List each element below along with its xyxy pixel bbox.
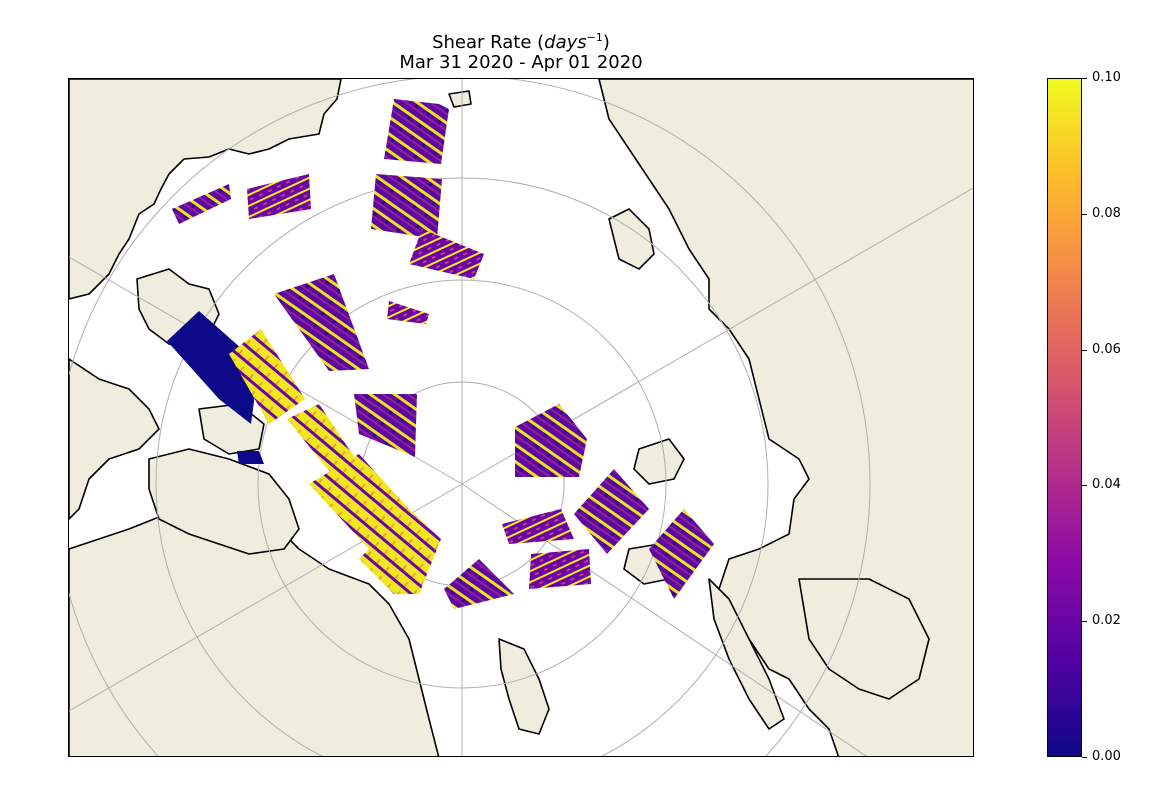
chart-title: Shear Rate (days−1): [432, 31, 610, 53]
map-panel: [68, 78, 974, 757]
swath-19: [444, 559, 514, 609]
swath-07: [387, 301, 429, 324]
landmass-alaska-siberia-north: [69, 79, 342, 300]
swath-11: [287, 404, 359, 477]
swath-14: [359, 509, 441, 594]
colorbar-tick-mark: [1082, 78, 1087, 79]
landmass-wrangel: [448, 90, 472, 108]
landmass-novaya-zemlya: [708, 578, 785, 730]
landmass-new-siberian-islands: [608, 208, 655, 270]
landmass-north-america-east: [798, 578, 930, 700]
colorbar: [1047, 78, 1082, 757]
colorbar-tick-label: 0.08: [1092, 205, 1121, 221]
swath-03: [247, 174, 311, 219]
landmass-svalbard: [498, 638, 550, 735]
swath-18: [529, 549, 591, 589]
swath-06: [274, 274, 369, 371]
swath-10: [354, 394, 417, 457]
swath-02: [172, 184, 231, 224]
chart-subtitle-date-range: Mar 31 2020 - Apr 01 2020: [399, 52, 643, 73]
colorbar-tick-label: 0.10: [1092, 70, 1121, 85]
map-canvas: [69, 79, 973, 756]
swath-04: [371, 174, 442, 239]
colorbar-tick-mark: [1082, 485, 1087, 487]
latitude-circle-70: [69, 79, 871, 756]
landmass-severnaya-zemlya: [633, 438, 685, 485]
colorbar-tick-mark: [1082, 757, 1087, 758]
colorbar-tick-label: 0.00: [1092, 749, 1121, 764]
swath-17: [649, 509, 714, 599]
colorbar-tick-mark: [1082, 213, 1087, 215]
landmass-canada-west: [69, 358, 160, 520]
swath-08: [167, 311, 259, 424]
swath-13: [309, 454, 409, 549]
colorbar-tick-mark: [1082, 621, 1087, 623]
shear-swaths: [167, 99, 714, 609]
swath-09: [229, 329, 305, 424]
swath-15: [574, 469, 649, 554]
swath-20: [237, 451, 264, 464]
colorbar-tick-mark: [1082, 349, 1087, 351]
swath-05: [409, 229, 484, 279]
colorbar-tick-label: 0.04: [1092, 477, 1121, 493]
land-layer: [69, 79, 973, 756]
swath-12: [515, 404, 587, 477]
colorbar-tick-label: 0.02: [1092, 613, 1121, 629]
landmass-baffin: [148, 448, 300, 555]
swath-01: [384, 99, 449, 164]
landmass-ellesmere: [198, 403, 265, 455]
swath-16: [502, 509, 574, 544]
colorbar-tick-label: 0.06: [1092, 341, 1121, 357]
